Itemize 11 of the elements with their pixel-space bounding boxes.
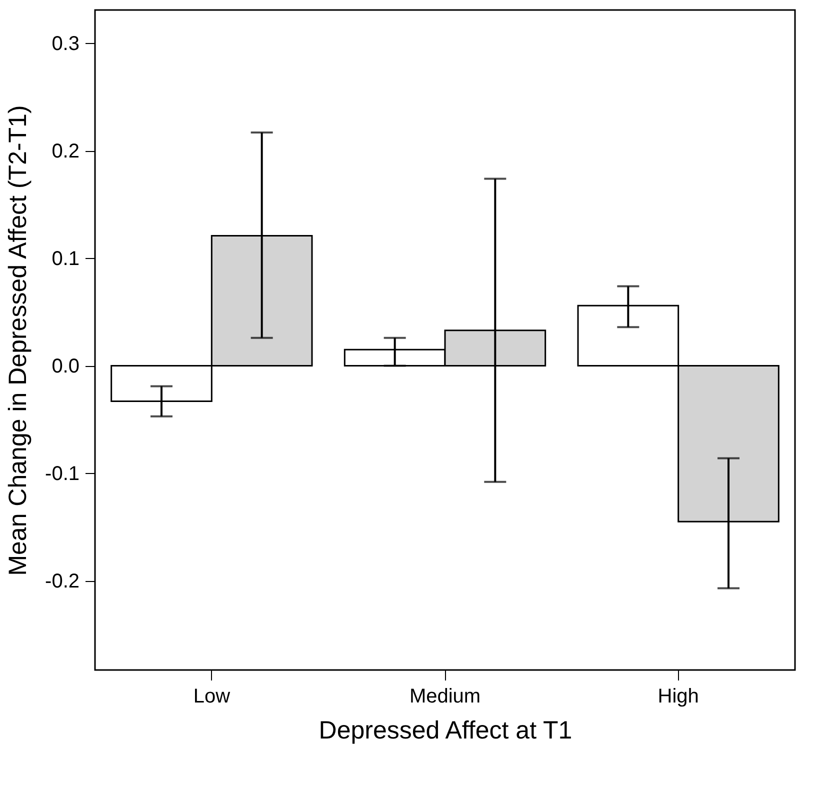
y-tick-label: -0.1 (45, 462, 80, 485)
y-axis-title: Mean Change in Depressed Affect (T2-T1) (4, 105, 32, 576)
y-tick-label: 0.1 (52, 248, 80, 270)
x-axis-title: Depressed Affect at T1 (318, 716, 572, 744)
y-tick-label: 0.2 (52, 140, 80, 162)
x-tick-label: High (658, 686, 699, 708)
x-tick-label: Low (193, 686, 231, 708)
y-tick-label: 0.0 (52, 355, 80, 378)
y-tick-label: -0.2 (45, 570, 80, 592)
y-tick-label: 0.3 (52, 32, 80, 55)
x-tick-label: Medium (409, 686, 481, 708)
